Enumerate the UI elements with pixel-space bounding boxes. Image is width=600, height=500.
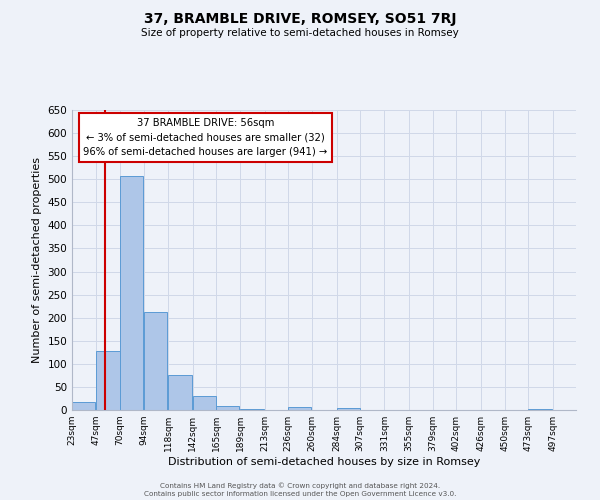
Text: 37 BRAMBLE DRIVE: 56sqm
← 3% of semi-detached houses are smaller (32)
96% of sem: 37 BRAMBLE DRIVE: 56sqm ← 3% of semi-det… [83, 118, 328, 157]
Bar [72, 402, 95, 410]
Bar [216, 406, 239, 410]
Text: Contains HM Land Registry data © Crown copyright and database right 2024.: Contains HM Land Registry data © Crown c… [160, 482, 440, 489]
X-axis label: Distribution of semi-detached houses by size in Romsey: Distribution of semi-detached houses by … [168, 457, 480, 467]
Text: 37, BRAMBLE DRIVE, ROMSEY, SO51 7RJ: 37, BRAMBLE DRIVE, ROMSEY, SO51 7RJ [144, 12, 456, 26]
Bar [169, 375, 191, 410]
Bar [337, 408, 360, 410]
Text: Size of property relative to semi-detached houses in Romsey: Size of property relative to semi-detach… [141, 28, 459, 38]
Bar [120, 176, 143, 410]
Text: Contains public sector information licensed under the Open Government Licence v3: Contains public sector information licen… [144, 491, 456, 497]
Bar [193, 396, 216, 410]
Bar [529, 409, 551, 410]
Bar [144, 312, 167, 410]
Y-axis label: Number of semi-detached properties: Number of semi-detached properties [32, 157, 42, 363]
Bar [288, 407, 311, 410]
Bar [241, 409, 263, 410]
Bar [97, 352, 119, 410]
